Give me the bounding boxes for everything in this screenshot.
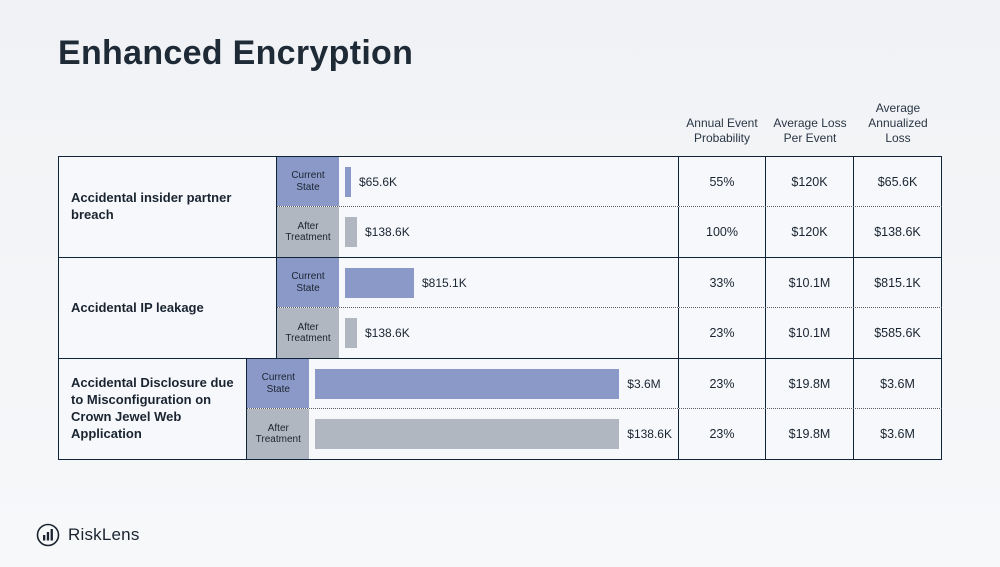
risk-label: Accidental insider partner breach xyxy=(59,157,277,257)
bar-cell: $65.6K xyxy=(339,157,678,206)
bar xyxy=(345,217,357,247)
state-row-after: After Treatment$138.6K100%$120K$138.6K xyxy=(277,207,942,257)
state-tag-current: Current State xyxy=(277,157,339,206)
cell-probability: 33% xyxy=(678,258,766,307)
state-row-after: After Treatment $138.6K 23%$19.8M$3.6M xyxy=(247,409,942,459)
risk-label: Accidental Disclosure due to Misconfigur… xyxy=(59,359,247,459)
cell-probability: 100% xyxy=(678,207,766,257)
cell-avg-loss-per-event: $19.8M xyxy=(766,409,854,459)
state-tag-after: After Treatment xyxy=(247,409,309,459)
col-header-avg-annualized-loss: Average Annualized Loss xyxy=(854,101,942,156)
table-row: Accidental insider partner breachCurrent… xyxy=(59,157,942,258)
cell-avg-annualized-loss: $815.1K xyxy=(854,258,942,307)
cell-avg-loss-per-event: $10.1M xyxy=(766,258,854,307)
cell-probability: 55% xyxy=(678,157,766,206)
bar-cell: $138.6K xyxy=(339,207,678,257)
cell-avg-annualized-loss: $585.6K xyxy=(854,308,942,358)
table-row: Accidental IP leakageCurrent State $815.1… xyxy=(59,258,942,359)
cell-probability: 23% xyxy=(678,308,766,358)
risk-label: Accidental IP leakage xyxy=(59,258,277,358)
state-row-after: After Treatment $138.6K 23%$10.1M$585.6K xyxy=(277,308,942,358)
bar-label: $138.6K xyxy=(365,326,410,340)
bar-cell: $815.1K xyxy=(339,258,678,307)
bar xyxy=(345,268,414,298)
table-row: Accidental Disclosure due to Misconfigur… xyxy=(59,359,942,459)
state-pair: Current State$3.6M23%$19.8M$3.6MAfter Tr… xyxy=(247,359,942,459)
bar-label: $138.6K xyxy=(365,225,410,239)
risk-grid: Accidental insider partner breachCurrent… xyxy=(58,156,942,460)
risk-table: Annual Event Probability Average Loss Pe… xyxy=(58,101,942,460)
cell-avg-annualized-loss: $65.6K xyxy=(854,157,942,206)
page-title: Enhanced Encryption xyxy=(58,34,942,73)
bar xyxy=(345,167,351,197)
bar xyxy=(345,318,357,348)
col-header-avg-loss-per-event: Average Loss Per Event xyxy=(766,101,854,156)
bar xyxy=(315,419,619,449)
brand-footer: RiskLens xyxy=(36,523,140,547)
column-headers-row: Annual Event Probability Average Loss Pe… xyxy=(58,101,942,156)
cell-avg-loss-per-event: $120K xyxy=(766,157,854,206)
cell-avg-annualized-loss: $3.6M xyxy=(854,359,942,408)
state-row-current: Current State$3.6M23%$19.8M$3.6M xyxy=(247,359,942,409)
state-tag-after: After Treatment xyxy=(277,207,339,257)
cell-probability: 23% xyxy=(678,409,766,459)
bar-cell: $138.6K xyxy=(309,409,678,459)
bar-label: $65.6K xyxy=(359,175,397,189)
cell-probability: 23% xyxy=(678,359,766,408)
cell-avg-loss-per-event: $120K xyxy=(766,207,854,257)
cell-avg-annualized-loss: $3.6M xyxy=(854,409,942,459)
state-tag-current: Current State xyxy=(247,359,309,408)
state-tag-after: After Treatment xyxy=(277,308,339,358)
cell-avg-loss-per-event: $19.8M xyxy=(766,359,854,408)
cell-avg-loss-per-event: $10.1M xyxy=(766,308,854,358)
bar-label: $138.6K xyxy=(627,427,672,441)
state-row-current: Current State$65.6K55%$120K$65.6K xyxy=(277,157,942,207)
state-pair: Current State$815.1K33%$10.1M$815.1KAfte… xyxy=(277,258,942,358)
bar-cell: $138.6K xyxy=(339,308,678,358)
col-header-probability: Annual Event Probability xyxy=(678,101,766,156)
brand-name: RiskLens xyxy=(68,525,140,545)
state-pair: Current State$65.6K55%$120K$65.6KAfter T… xyxy=(277,157,942,257)
brand-logo-icon xyxy=(36,523,60,547)
bar xyxy=(315,369,619,399)
state-tag-current: Current State xyxy=(277,258,339,307)
bar-label: $815.1K xyxy=(422,276,467,290)
bar-label: $3.6M xyxy=(627,377,660,391)
bar-cell: $3.6M xyxy=(309,359,678,408)
state-row-current: Current State$815.1K33%$10.1M$815.1K xyxy=(277,258,942,308)
cell-avg-annualized-loss: $138.6K xyxy=(854,207,942,257)
